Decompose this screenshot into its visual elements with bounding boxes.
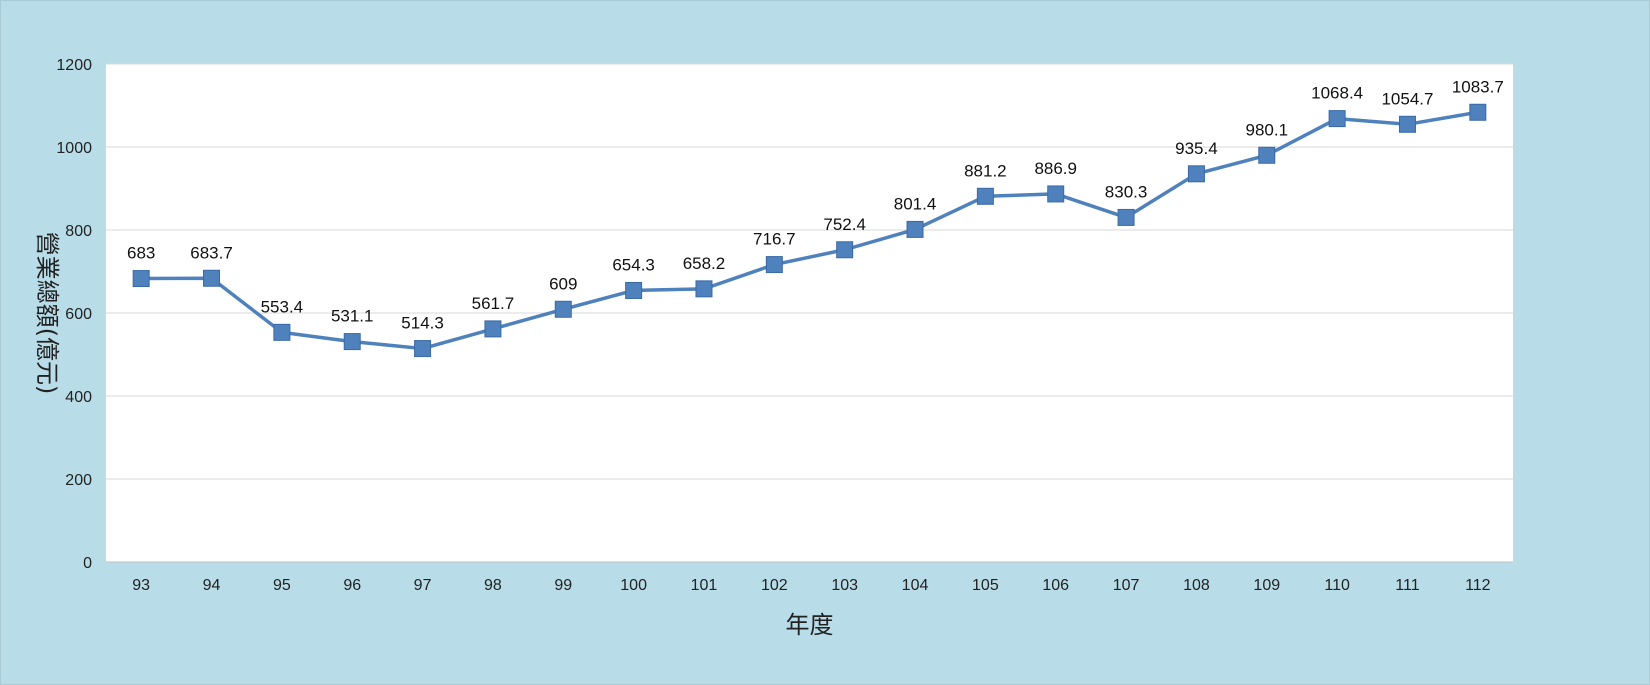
y-tick-label: 800 (65, 223, 92, 240)
data-label: 553.4 (261, 297, 304, 316)
data-point-marker (1398, 115, 1416, 133)
data-label: 561.7 (472, 294, 515, 313)
x-tick-label: 104 (902, 577, 929, 594)
data-label: 514.3 (401, 314, 444, 333)
data-label: 654.3 (612, 255, 655, 274)
data-point-marker (343, 333, 361, 351)
y-tick-label: 600 (65, 306, 92, 323)
data-point-marker (1258, 146, 1276, 164)
data-label: 980.1 (1246, 120, 1289, 139)
series-line (141, 110, 1479, 351)
data-point-marker (625, 281, 643, 299)
x-tick-label: 103 (831, 577, 858, 594)
x-tick-label: 109 (1253, 577, 1280, 594)
data-labels: 683 683.7 553.4 531.1 514.3 561.7 609 654.3 658.… (127, 77, 1504, 332)
data-label: 683.7 (190, 243, 233, 262)
data-point-marker (976, 187, 994, 205)
y-tick-label: 1000 (56, 140, 92, 157)
data-label: 716.7 (753, 230, 796, 249)
data-point-marker (765, 256, 783, 274)
x-tick-label: 101 (691, 577, 718, 594)
data-point-marker (906, 220, 924, 238)
x-tick-label: 107 (1113, 577, 1140, 594)
data-label: 886.9 (1034, 159, 1077, 178)
y-axis-title: 營業總額(億元) (33, 232, 61, 395)
y-tick-label: 0 (83, 555, 92, 572)
data-point-marker (836, 241, 854, 259)
data-label: 658.2 (683, 254, 726, 273)
x-tick-label: 110 (1324, 577, 1350, 594)
data-point-marker (1328, 110, 1346, 128)
data-label: 1068.4 (1311, 84, 1363, 103)
data-point-marker (554, 300, 572, 318)
data-label: 935.4 (1175, 139, 1218, 158)
data-label: 609 (549, 274, 577, 293)
data-point-marker (1469, 103, 1487, 121)
x-tick-label: 95 (273, 577, 291, 594)
x-tick-label: 98 (484, 577, 502, 594)
data-label: 801.4 (894, 194, 937, 213)
data-point-marker (414, 340, 432, 358)
x-tick-label: 93 (132, 577, 150, 594)
data-point-marker (484, 320, 502, 338)
data-point-marker (132, 270, 150, 288)
data-point-marker (273, 323, 291, 341)
x-tick-label: 99 (554, 577, 572, 594)
y-tick-label: 400 (65, 389, 92, 406)
y-tick-label: 200 (65, 472, 92, 489)
x-axis-title: 年度 (786, 611, 834, 639)
data-label: 881.2 (964, 161, 1007, 180)
data-point-marker (1187, 165, 1205, 183)
y-axis-ticks: 0 200 400 600 800 1000 1200 (56, 57, 92, 572)
data-label: 1054.7 (1381, 89, 1433, 108)
x-tick-label: 112 (1465, 577, 1491, 594)
data-point-marker (1117, 208, 1135, 226)
data-label: 830.3 (1105, 182, 1148, 201)
x-tick-label: 111 (1395, 577, 1419, 594)
x-tick-label: 108 (1183, 577, 1210, 594)
data-label: 683 (127, 244, 155, 263)
data-label: 752.4 (823, 215, 866, 234)
x-tick-label: 102 (761, 577, 788, 594)
x-tick-label: 105 (972, 577, 999, 594)
data-label: 531.1 (331, 307, 374, 326)
x-tick-label: 106 (1042, 577, 1069, 594)
x-tick-label: 100 (620, 577, 647, 594)
series-markers (132, 103, 1487, 358)
data-label: 1083.7 (1452, 77, 1504, 96)
data-point-marker (695, 280, 713, 298)
y-tick-label: 1200 (56, 57, 92, 74)
x-axis-ticks: 93 94 95 96 97 98 99 100 101 102 103 104 105 106 107 10… (132, 577, 1490, 594)
x-tick-label: 96 (343, 577, 361, 594)
data-point-marker (1047, 185, 1065, 203)
x-tick-label: 97 (414, 577, 432, 594)
x-tick-label: 94 (203, 577, 221, 594)
gridlines (106, 63, 1513, 563)
data-point-marker (203, 269, 221, 287)
